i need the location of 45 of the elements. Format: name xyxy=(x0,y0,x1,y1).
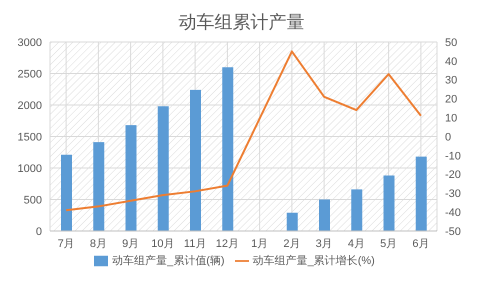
x-tick-label: 2月 xyxy=(283,238,300,250)
bar xyxy=(61,154,72,231)
y-tick-label: 0 xyxy=(36,226,42,238)
legend-label: 动车组产量_累计增长(%) xyxy=(252,255,375,267)
y-tick-label: 2000 xyxy=(18,100,42,112)
x-tick-label: 11月 xyxy=(184,238,206,250)
y2-tick-label: -30 xyxy=(445,188,461,200)
x-tick-label: 1月 xyxy=(251,238,268,250)
y2-tick-label: -20 xyxy=(445,169,461,182)
bar xyxy=(286,212,298,231)
y-tick-label: 1500 xyxy=(18,131,42,144)
y-tick-label: 500 xyxy=(24,194,42,206)
bar xyxy=(126,125,136,231)
bar xyxy=(319,200,330,231)
x-tick-label: 10月 xyxy=(151,238,174,250)
line-series xyxy=(65,50,422,212)
bar xyxy=(190,90,201,231)
bar xyxy=(351,189,362,231)
x-tick-label: 6月 xyxy=(412,238,430,250)
y-tick-label: 2500 xyxy=(18,68,42,80)
x-tick-label: 9月 xyxy=(122,238,140,250)
y2-tick-label: -10 xyxy=(445,150,461,162)
bar xyxy=(384,176,394,231)
y2-tick-label: 10 xyxy=(445,112,458,125)
y2-tick-label: -40 xyxy=(445,207,461,220)
y2-tick-label: 50 xyxy=(445,36,458,49)
y2-tick-label: -50 xyxy=(445,226,461,238)
x-tick-label: 5月 xyxy=(380,238,398,250)
y-tick-label: 3000 xyxy=(18,36,42,49)
y-tick-label: 1000 xyxy=(18,162,42,175)
y2-tick-label: 40 xyxy=(445,56,458,68)
bar xyxy=(222,67,234,231)
x-tick-label: 4月 xyxy=(348,238,365,250)
bar xyxy=(416,156,427,231)
bar xyxy=(158,106,169,231)
x-tick-label: 3月 xyxy=(316,238,333,250)
y2-tick-label: 20 xyxy=(445,94,458,106)
bar xyxy=(93,142,104,231)
x-tick-label: 12月 xyxy=(216,238,239,250)
x-tick-label: 7月 xyxy=(58,238,75,250)
x-tick-label: 8月 xyxy=(90,238,107,250)
chart-title: 动车组累计产量 xyxy=(178,11,306,34)
y2-tick-label: 30 xyxy=(445,74,458,87)
y2-tick-label: 0 xyxy=(445,131,452,144)
legend-label: 动车组产量_累计值(辆) xyxy=(112,255,225,267)
